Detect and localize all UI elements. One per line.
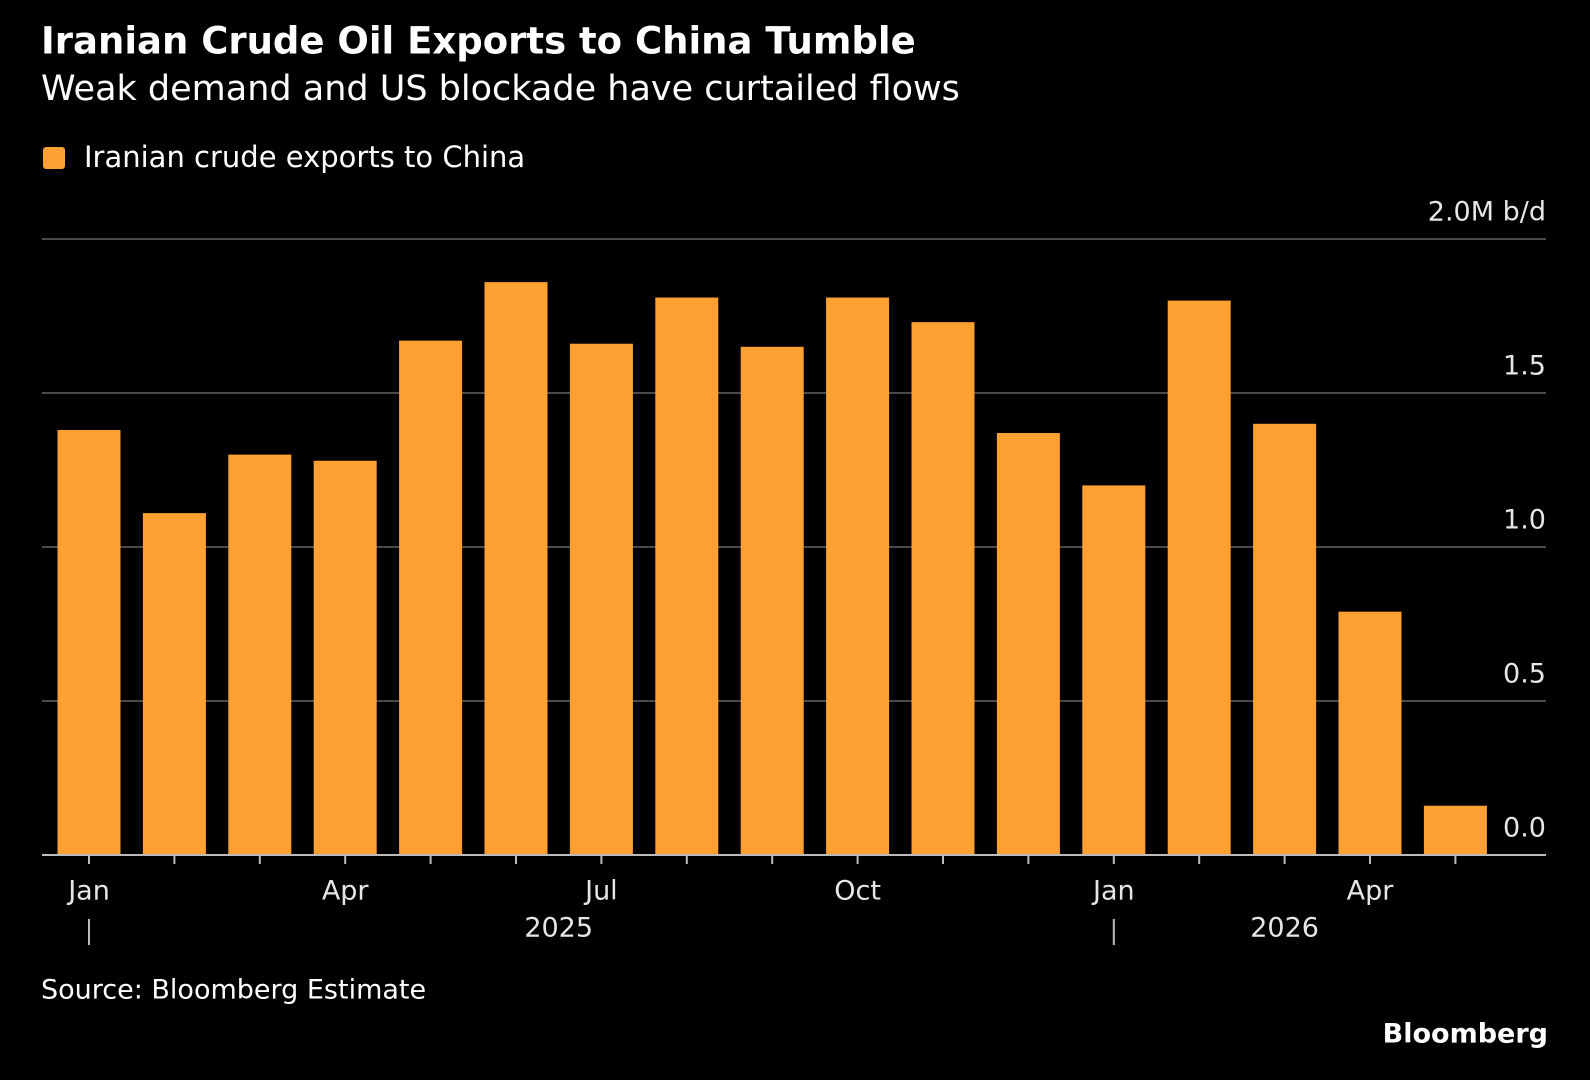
x-group-label: 2026 xyxy=(1250,913,1319,944)
y-tick-label: 0.5 xyxy=(1503,659,1546,690)
bar xyxy=(484,282,548,855)
bar xyxy=(740,346,804,855)
bar xyxy=(1338,611,1402,855)
x-tick-label: Jul xyxy=(583,876,618,907)
bar xyxy=(399,340,463,855)
x-group-label: 2025 xyxy=(524,913,593,944)
bar xyxy=(313,460,377,855)
brand: Bloomberg xyxy=(1383,1019,1548,1050)
bar xyxy=(996,433,1060,855)
y-tick-label: 0.0 xyxy=(1503,813,1546,844)
y-tick-label: 2.0M b/d xyxy=(1428,197,1546,228)
bar xyxy=(1253,423,1317,855)
x-tick-label: Apr xyxy=(322,876,370,907)
legend-swatch xyxy=(43,147,65,169)
bar xyxy=(911,322,975,855)
bar xyxy=(826,297,890,855)
source: Source: Bloomberg Estimate xyxy=(41,975,426,1006)
x-tick-label: Oct xyxy=(834,876,881,907)
legend-label: Iranian crude exports to China xyxy=(84,140,525,174)
x-tick-label: Jan xyxy=(1091,876,1135,907)
chart-title: Iranian Crude Oil Exports to China Tumbl… xyxy=(41,20,916,63)
x-tick-label: Jan xyxy=(66,876,110,907)
bar xyxy=(1423,805,1487,855)
bar xyxy=(569,343,633,855)
bar xyxy=(1082,485,1146,855)
bar xyxy=(57,429,121,855)
y-tick-label: 1.0 xyxy=(1503,505,1546,536)
bar xyxy=(142,513,206,855)
chart-subtitle: Weak demand and US blockade have curtail… xyxy=(41,69,960,109)
x-tick-label: Apr xyxy=(1347,876,1395,907)
bar xyxy=(1167,300,1231,856)
y-tick-label: 1.5 xyxy=(1503,351,1546,382)
bar xyxy=(228,454,292,855)
bar xyxy=(655,297,719,855)
